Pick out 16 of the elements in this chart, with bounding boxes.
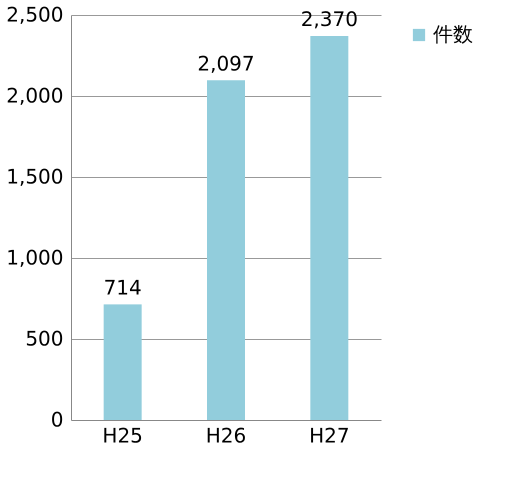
x-tick-label: H27: [309, 424, 350, 448]
bar: [104, 304, 142, 420]
y-tick-label: 2,500: [6, 2, 64, 26]
x-tick-label: H25: [102, 424, 143, 448]
y-tick-label: 0: [50, 408, 64, 432]
y-tick-label: 1,500: [6, 164, 64, 188]
bar: [310, 36, 348, 420]
bar: [207, 80, 245, 420]
x-tick-label: H26: [206, 424, 246, 448]
data-label: 2,097: [197, 51, 255, 76]
data-label: 714: [104, 275, 142, 300]
y-tick-label: 2,000: [6, 84, 64, 108]
legend-label: 件数: [433, 22, 473, 46]
y-tick-label: 1,000: [6, 246, 64, 270]
data-label: 2,370: [300, 7, 358, 32]
y-tick-label: 500: [25, 326, 64, 350]
